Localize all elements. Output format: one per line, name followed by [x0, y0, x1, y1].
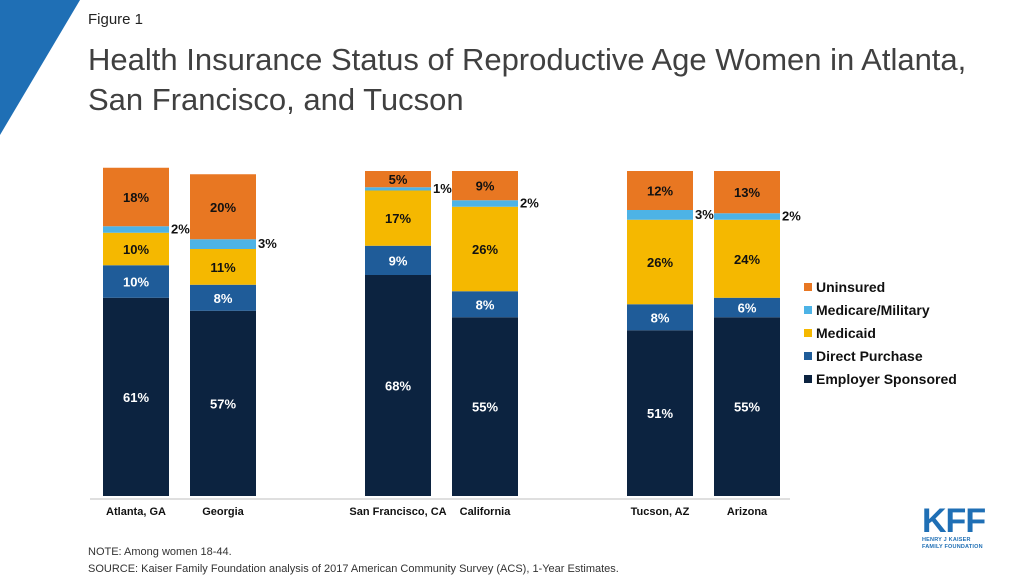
bar-segment-direct-purchase-tucson-az [627, 304, 693, 331]
bar-segment-medicare-military-san-francisco-ca [365, 187, 431, 191]
data-label-medicare-military-california: 2% [520, 196, 539, 211]
bar-segment-medicare-military-georgia [190, 239, 256, 249]
data-label-direct-purchase-atlanta-ga: 10% [123, 275, 149, 290]
x-tick-label-california: California [460, 506, 512, 518]
data-label-uninsured-atlanta-ga: 18% [123, 190, 149, 205]
data-label-medicare-military-san-francisco-ca: 1% [433, 181, 452, 196]
bar-segment-medicaid-san-francisco-ca [365, 190, 431, 246]
bar-segment-direct-purchase-georgia [190, 284, 256, 311]
data-label-employer-sponsored-atlanta-ga: 61% [123, 390, 149, 405]
bar-segment-uninsured-california [452, 171, 518, 201]
data-label-direct-purchase-san-francisco-ca: 9% [389, 253, 408, 268]
bar-segment-employer-sponsored-san-francisco-ca [365, 275, 431, 496]
legend-label-uninsured: Uninsured [816, 279, 885, 295]
data-label-uninsured-arizona: 13% [734, 185, 760, 200]
bar-segment-direct-purchase-arizona [714, 297, 780, 318]
bar-segment-uninsured-georgia [190, 174, 256, 240]
legend-swatch-employer-sponsored [804, 375, 812, 383]
bar-segment-uninsured-arizona [714, 171, 780, 214]
data-label-uninsured-california: 9% [476, 179, 495, 194]
data-label-medicaid-atlanta-ga: 10% [123, 242, 149, 257]
data-label-medicaid-arizona: 24% [734, 252, 760, 267]
bar-segment-direct-purchase-san-francisco-ca [365, 245, 431, 275]
stacked-bar-chart: 61% 10% 10% 2% 18% Atlanta, GA 57% 8% 11% 3% 20% Ge… [90, 167, 957, 518]
data-label-medicaid-georgia: 11% [210, 260, 236, 275]
bar-segment-employer-sponsored-tucson-az [627, 330, 693, 496]
note-text: NOTE: Among women 18-44. [88, 546, 232, 558]
data-label-uninsured-san-francisco-ca: 5% [389, 172, 408, 187]
data-label-uninsured-tucson-az: 12% [647, 184, 673, 199]
bar-segment-uninsured-san-francisco-ca [365, 171, 431, 188]
data-label-medicaid-san-francisco-ca: 17% [385, 211, 411, 226]
legend-label-direct-purchase: Direct Purchase [816, 348, 923, 364]
source-text: SOURCE: Kaiser Family Foundation analysi… [88, 563, 619, 575]
data-label-uninsured-georgia: 20% [210, 200, 236, 215]
bar-segment-uninsured-tucson-az [627, 171, 693, 210]
bar-segment-medicare-military-atlanta-ga [103, 226, 169, 233]
legend-swatch-direct-purchase [804, 352, 812, 360]
legend-label-medicaid: Medicaid [816, 325, 876, 341]
bar-segment-medicaid-georgia [190, 249, 256, 285]
data-label-medicare-military-georgia: 3% [258, 236, 277, 251]
logo-line-2: FAMILY FOUNDATION [922, 544, 983, 550]
data-label-medicare-military-tucson-az: 3% [695, 207, 714, 222]
bar-segment-employer-sponsored-arizona [714, 317, 780, 496]
bar-segment-uninsured-atlanta-ga [103, 167, 169, 227]
data-label-medicare-military-arizona: 2% [782, 209, 801, 224]
x-tick-label-georgia: Georgia [202, 506, 244, 518]
bar-segment-medicaid-california [452, 206, 518, 292]
logo-line-1: HENRY J KAISER [922, 537, 971, 543]
bar-segment-direct-purchase-california [452, 291, 518, 318]
data-label-medicare-military-atlanta-ga: 2% [171, 222, 190, 237]
legend-swatch-medicaid [804, 329, 812, 337]
legend-swatch-uninsured [804, 283, 812, 291]
legend-label-medicare-military: Medicare/Military [816, 302, 930, 318]
legend-swatch-medicare-military [804, 306, 812, 314]
bar-segment-direct-purchase-atlanta-ga [103, 265, 169, 298]
legend-label-employer-sponsored: Employer Sponsored [816, 371, 957, 387]
data-label-direct-purchase-arizona: 6% [738, 301, 757, 316]
data-label-direct-purchase-georgia: 8% [214, 291, 233, 306]
x-tick-label-arizona: Arizona [727, 506, 768, 518]
bar-segment-medicaid-arizona [714, 219, 780, 298]
x-tick-label-san-francisco-ca: San Francisco, CA [349, 506, 446, 518]
data-label-employer-sponsored-san-francisco-ca: 68% [385, 379, 411, 394]
data-label-employer-sponsored-arizona: 55% [734, 400, 760, 415]
footnotes: NOTE: Among women 18-44. SOURCE: Kaiser … [88, 544, 619, 578]
bar-segment-medicare-military-california [452, 200, 518, 207]
bar-segment-medicare-military-arizona [714, 213, 780, 220]
bar-segment-employer-sponsored-georgia [190, 310, 256, 496]
bar-segment-employer-sponsored-atlanta-ga [103, 297, 169, 496]
data-label-direct-purchase-tucson-az: 8% [651, 310, 670, 325]
bar-segment-medicaid-tucson-az [627, 219, 693, 305]
chart-title: Health Insurance Status of Reproductive … [88, 42, 967, 117]
data-label-medicaid-tucson-az: 26% [647, 255, 673, 270]
x-tick-label-tucson-az: Tucson, AZ [631, 506, 690, 518]
x-tick-label-atlanta-ga: Atlanta, GA [106, 506, 166, 518]
data-label-employer-sponsored-tucson-az: 51% [647, 406, 673, 421]
bar-segment-medicare-military-tucson-az [627, 210, 693, 220]
data-label-employer-sponsored-california: 55% [472, 400, 498, 415]
bar-segment-medicaid-atlanta-ga [103, 232, 169, 266]
data-label-medicaid-california: 26% [472, 242, 498, 257]
logo-mark: KFF [922, 502, 986, 540]
bar-segment-employer-sponsored-california [452, 317, 518, 496]
data-label-employer-sponsored-georgia: 57% [210, 396, 236, 411]
kff-logo: KFF HENRY J KAISER FAMILY FOUNDATION [922, 502, 1002, 557]
data-label-direct-purchase-california: 8% [476, 297, 495, 312]
figure-label: Figure 1 [88, 11, 144, 28]
